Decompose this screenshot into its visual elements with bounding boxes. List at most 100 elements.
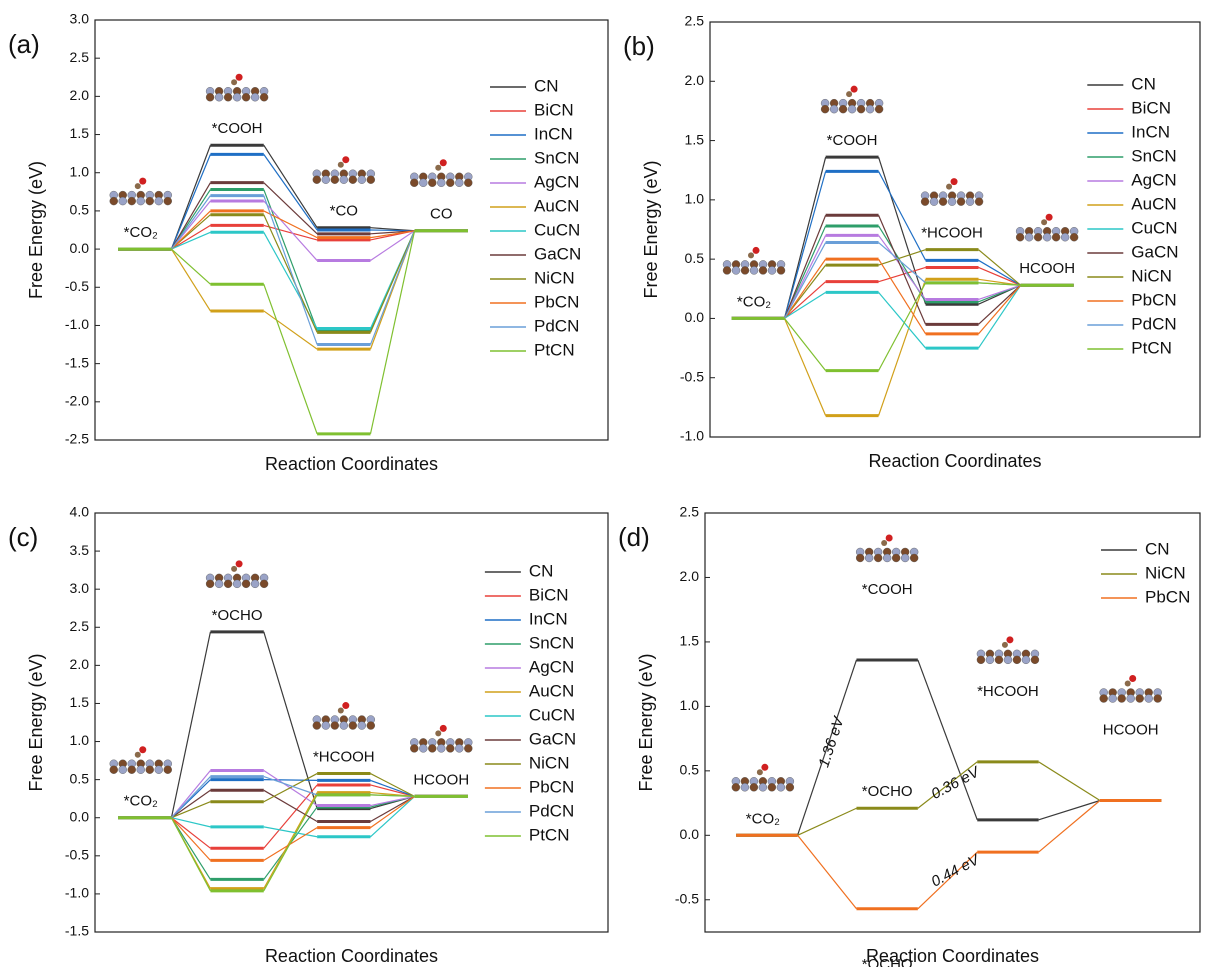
state-label: *CO	[330, 203, 358, 220]
barrier-label: 0.36 eV	[928, 763, 983, 803]
atom	[231, 566, 237, 572]
y-tick-label: 2.5	[70, 618, 90, 634]
y-tick-label: -1.5	[65, 923, 89, 939]
legend-label: NiCN	[1131, 266, 1172, 285]
y-tick-label: 3.5	[70, 542, 90, 558]
y-axis-label: Free Energy (eV)	[641, 160, 661, 298]
atom	[748, 252, 754, 258]
atom	[777, 266, 785, 274]
atom	[224, 93, 232, 101]
connector	[784, 243, 825, 319]
y-tick-label: -2.0	[65, 393, 89, 409]
y-tick-label: 2.0	[680, 568, 700, 584]
molecule-icon	[410, 725, 472, 753]
atom	[110, 197, 118, 205]
atom	[128, 197, 136, 205]
legend-label: GaCN	[534, 244, 581, 263]
connector	[171, 777, 210, 818]
atom	[338, 708, 344, 714]
y-tick-label: -0.5	[65, 278, 89, 294]
atom	[753, 247, 760, 254]
atom	[856, 554, 864, 562]
atom	[1100, 694, 1108, 702]
molecule-icon	[732, 764, 794, 792]
atom	[1052, 233, 1060, 241]
atom	[231, 79, 237, 85]
y-tick-label: -1.5	[65, 354, 89, 370]
connector	[171, 818, 210, 880]
molecule-icon	[206, 560, 268, 588]
legend-label: CN	[1145, 539, 1170, 558]
state-label: *CO₂	[746, 810, 780, 827]
molecule-icon	[977, 636, 1039, 664]
atom	[750, 266, 758, 274]
atom	[1136, 694, 1144, 702]
panel-label: (a)	[8, 29, 40, 59]
atom	[367, 722, 375, 730]
panel-label: (d)	[618, 522, 650, 552]
state-label: *OCHO	[862, 783, 913, 800]
y-tick-label: 0.0	[680, 826, 700, 842]
atom	[224, 580, 232, 588]
connector	[171, 632, 210, 818]
legend-label: AgCN	[529, 657, 574, 676]
legend-label: GaCN	[529, 729, 576, 748]
x-axis-label: Reaction Coordinates	[265, 946, 438, 966]
state-label: *CO₂	[124, 793, 158, 810]
y-tick-label: 1.5	[685, 131, 705, 147]
panel-label: (b)	[623, 31, 655, 61]
atom	[236, 74, 243, 81]
atom	[1145, 694, 1153, 702]
legend-label: CuCN	[534, 220, 580, 239]
state-label: HCOOH	[1103, 721, 1159, 738]
atom	[410, 744, 418, 752]
atom	[1118, 694, 1126, 702]
atom	[946, 184, 952, 190]
atom	[146, 197, 154, 205]
atom	[139, 746, 146, 753]
atom	[313, 176, 321, 184]
atom	[846, 91, 852, 97]
legend-label: GaCN	[1131, 242, 1178, 261]
molecule-icon	[1100, 675, 1162, 703]
atom	[986, 656, 994, 664]
y-tick-label: -1.0	[680, 428, 704, 444]
state-label: *HCOOH	[921, 225, 983, 242]
atom	[137, 766, 145, 774]
legend-label: BiCN	[1131, 98, 1171, 117]
atom	[464, 744, 472, 752]
legend-label: PdCN	[534, 316, 579, 335]
legend-label: PdCN	[1131, 314, 1176, 333]
atom	[821, 105, 829, 113]
atom	[164, 766, 172, 774]
atom	[437, 179, 445, 187]
legend-label: AgCN	[1131, 170, 1176, 189]
atom	[358, 176, 366, 184]
atom	[236, 560, 243, 567]
molecule-icon	[723, 247, 785, 274]
atom	[349, 722, 357, 730]
atom	[139, 178, 146, 185]
y-tick-label: 1.0	[685, 191, 705, 207]
y-tick-label: 1.5	[70, 125, 90, 141]
atom	[910, 554, 918, 562]
atom	[342, 702, 349, 709]
atom	[1006, 636, 1013, 643]
atom	[732, 266, 740, 274]
atom	[146, 766, 154, 774]
connector	[879, 279, 926, 415]
atom	[242, 93, 250, 101]
state-label: *COOH	[862, 581, 913, 598]
atom	[881, 540, 887, 546]
connector	[171, 249, 210, 311]
legend-label: BiCN	[529, 585, 569, 604]
legend-label: PtCN	[534, 340, 575, 359]
atom	[1034, 233, 1042, 241]
atom	[875, 105, 883, 113]
y-axis-label: Free Energy (eV)	[26, 161, 46, 299]
legend-label: InCN	[534, 124, 573, 143]
y-tick-label: 2.5	[680, 504, 700, 520]
connector	[264, 632, 317, 809]
y-axis-label: Free Energy (eV)	[636, 653, 656, 791]
connector	[264, 795, 317, 891]
